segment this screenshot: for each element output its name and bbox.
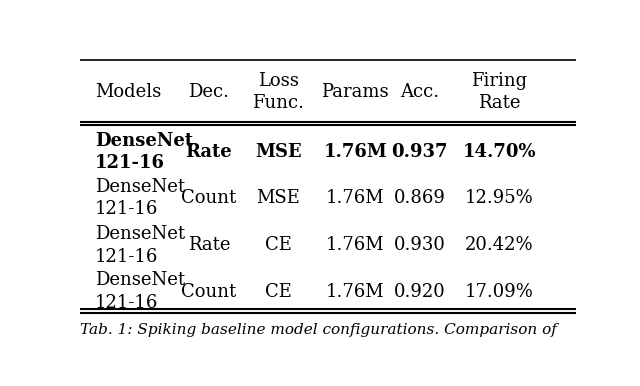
Text: Dec.: Dec. (188, 83, 230, 102)
Text: 0.920: 0.920 (394, 283, 445, 301)
Text: Loss
Func.: Loss Func. (252, 72, 305, 112)
Text: DenseNet
121-16: DenseNet 121-16 (95, 271, 185, 312)
Text: 1.76M: 1.76M (323, 143, 387, 161)
Text: CE: CE (265, 283, 292, 301)
Text: Rate: Rate (188, 237, 230, 254)
Text: Firing
Rate: Firing Rate (471, 72, 527, 112)
Text: 1.76M: 1.76M (326, 283, 385, 301)
Text: Models: Models (95, 83, 161, 102)
Text: 14.70%: 14.70% (462, 143, 536, 161)
Text: 0.869: 0.869 (394, 189, 445, 207)
Text: MSE: MSE (255, 143, 301, 161)
Text: CE: CE (265, 237, 292, 254)
Text: MSE: MSE (257, 189, 300, 207)
Text: Count: Count (181, 189, 237, 207)
Text: Params: Params (321, 83, 389, 102)
Text: 12.95%: 12.95% (465, 189, 534, 207)
Text: 20.42%: 20.42% (465, 237, 533, 254)
Text: 1.76M: 1.76M (326, 237, 385, 254)
Text: 0.930: 0.930 (394, 237, 445, 254)
Text: 1.76M: 1.76M (326, 189, 385, 207)
Text: DenseNet
121-16: DenseNet 121-16 (95, 225, 185, 266)
Text: Rate: Rate (186, 143, 232, 161)
Text: DenseNet
121-16: DenseNet 121-16 (95, 132, 193, 172)
Text: 17.09%: 17.09% (465, 283, 534, 301)
Text: Tab. 1: Spiking baseline model configurations. Comparison of: Tab. 1: Spiking baseline model configura… (80, 323, 557, 337)
Text: Count: Count (181, 283, 237, 301)
Text: Acc.: Acc. (400, 83, 439, 102)
Text: 0.937: 0.937 (392, 143, 448, 161)
Text: DenseNet
121-16: DenseNet 121-16 (95, 178, 185, 218)
